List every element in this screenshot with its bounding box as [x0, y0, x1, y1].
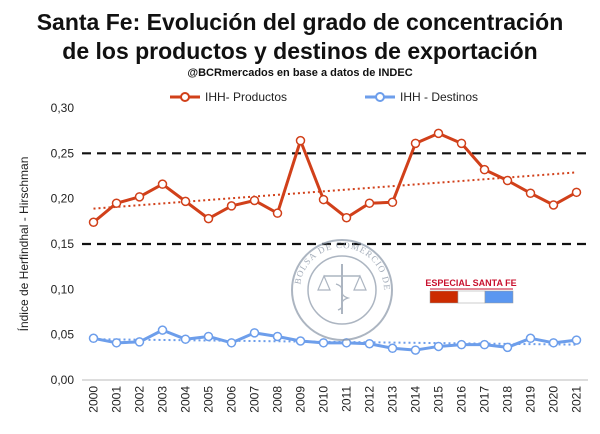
data-point	[295, 135, 306, 146]
data-point	[410, 138, 421, 149]
badge-label: ESPECIAL SANTA FE	[425, 278, 516, 288]
data-point	[318, 194, 329, 205]
data-point	[456, 339, 467, 350]
seal-logo: BOLSA DE COMERCIO DE ROSARIO	[291, 239, 393, 341]
data-point	[295, 336, 306, 346]
data-point	[525, 333, 536, 344]
chart-title-line-2: de los productos y destinos de exportaci…	[62, 38, 538, 64]
data-point	[249, 195, 260, 206]
y-tick-label: 0,25	[51, 146, 75, 160]
x-tick-label: 2014	[409, 386, 423, 413]
x-tick-label: 2012	[363, 386, 377, 413]
data-point	[134, 192, 145, 202]
data-point	[157, 325, 168, 335]
data-point	[571, 187, 582, 198]
data-point	[134, 337, 145, 347]
x-tick-label: 2010	[317, 386, 331, 413]
data-point	[364, 198, 375, 208]
x-tick-label: 2006	[225, 386, 239, 413]
y-axis-label: Índice de Herfindhal - Hirschman	[16, 157, 31, 332]
trend-line-0	[93, 171, 577, 210]
data-point	[341, 212, 352, 223]
data-point	[364, 338, 375, 349]
x-tick-label: 2011	[340, 386, 354, 412]
x-tick-label: 2002	[133, 386, 147, 413]
x-tick-label: 2015	[432, 386, 446, 413]
y-tick-label: 0,30	[51, 101, 75, 115]
data-point	[88, 333, 99, 344]
x-tick-label: 2021	[570, 386, 584, 413]
data-point	[571, 335, 582, 345]
data-point	[456, 138, 467, 149]
x-tick-label: 2019	[524, 386, 538, 413]
data-point	[433, 128, 444, 139]
legend-marker-productos	[180, 92, 190, 102]
data-point	[249, 328, 260, 338]
data-point	[157, 179, 168, 189]
chart-title-line-1: Santa Fe: Evolución del grado de concent…	[36, 9, 564, 35]
data-point	[226, 201, 237, 211]
y-tick-label: 0,15	[51, 237, 75, 251]
data-point	[180, 196, 191, 207]
data-point	[272, 208, 283, 218]
y-tick-label: 0,00	[51, 373, 75, 387]
data-point	[479, 164, 490, 175]
data-point	[525, 188, 536, 198]
data-point	[318, 338, 329, 348]
data-point	[203, 331, 214, 342]
x-tick-label: 2008	[271, 386, 285, 413]
x-tick-label: 2009	[294, 386, 308, 413]
x-tick-label: 2004	[179, 386, 193, 413]
data-point	[548, 338, 559, 348]
series-line-0	[92, 131, 578, 224]
x-tick-label: 2016	[455, 386, 469, 413]
data-point	[203, 213, 214, 224]
data-point	[387, 197, 398, 208]
data-point	[433, 341, 444, 352]
data-point	[502, 175, 513, 186]
data-point	[226, 338, 237, 348]
data-point	[479, 339, 490, 350]
data-point	[111, 338, 122, 348]
data-point	[502, 342, 513, 353]
data-point	[410, 345, 421, 355]
legend-marker-destinos	[375, 92, 385, 102]
x-tick-label: 2017	[478, 386, 492, 413]
y-tick-label: 0,10	[51, 282, 75, 296]
x-tick-label: 2007	[248, 386, 262, 413]
x-tick-label: 2020	[547, 386, 561, 413]
data-point	[88, 217, 99, 227]
x-tick-label: 2003	[156, 386, 170, 413]
x-tick-label: 2018	[501, 386, 515, 413]
x-tick-label: 2013	[386, 386, 400, 413]
y-tick-label: 0,20	[51, 192, 75, 206]
data-point	[548, 200, 559, 210]
legend-label-productos: IHH- Productos	[205, 90, 287, 104]
series-line-1	[93, 328, 577, 352]
data-point	[272, 331, 283, 342]
data-point	[111, 198, 122, 208]
special-badge: ESPECIAL SANTA FE	[425, 278, 517, 304]
x-tick-label: 2000	[87, 386, 101, 413]
y-tick-label: 0,05	[51, 328, 75, 342]
legend: IHH- Productos IHH - Destinos	[170, 90, 478, 104]
legend-label-destinos: IHH - Destinos	[400, 90, 478, 104]
data-point	[180, 334, 191, 344]
data-point	[387, 343, 398, 354]
x-tick-label: 2001	[110, 386, 124, 413]
chart-subtitle: @BCRmercados en base a datos de INDEC	[187, 67, 413, 79]
x-tick-label: 2005	[202, 386, 216, 413]
